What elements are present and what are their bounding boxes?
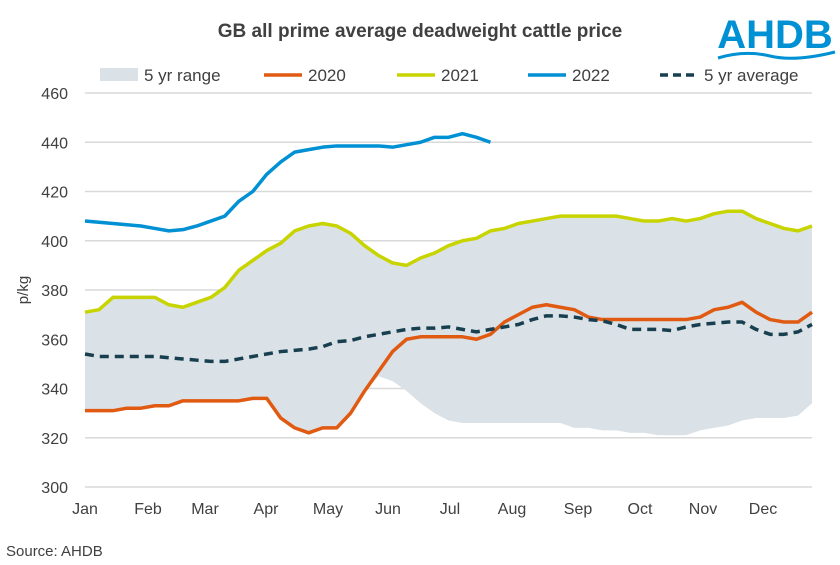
- y-tick-label: 380: [41, 283, 68, 300]
- x-tick-label: Mar: [191, 501, 219, 518]
- logo-wave-icon: [717, 50, 836, 60]
- legend-label: 5 yr average: [704, 66, 799, 85]
- ahdb-logo: AHDB: [717, 13, 836, 60]
- x-tick-label: Jul: [440, 501, 460, 518]
- legend-label: 5 yr range: [144, 66, 221, 85]
- x-tick-label: Feb: [134, 501, 162, 518]
- legend: 5 yr range 2020 2021 2022 5 yr average: [100, 66, 799, 85]
- x-tick-label: Jan: [72, 501, 98, 518]
- y-tick-label: 320: [41, 431, 68, 448]
- x-tick-label: Apr: [254, 501, 280, 518]
- x-tick-label: Oct: [628, 501, 653, 518]
- x-tick-label: Nov: [689, 501, 717, 518]
- legend-label: 2022: [572, 66, 610, 85]
- logo-text: AHDB: [717, 13, 833, 57]
- series-line-2021: [84, 209, 813, 314]
- x-tick-label: Aug: [498, 501, 526, 518]
- y-tick-label: 460: [41, 86, 68, 103]
- legend-label: 2021: [441, 66, 479, 85]
- series-lines: [84, 131, 814, 435]
- x-tick-label: Sep: [564, 501, 593, 518]
- x-tick-label: Jun: [375, 501, 401, 518]
- y-axis-label: p/kg: [15, 276, 32, 304]
- y-tick-label: 300: [41, 480, 68, 497]
- y-tick-label: 360: [41, 332, 68, 349]
- y-tick-label: 440: [41, 135, 68, 152]
- legend-item: 2020: [264, 66, 346, 85]
- range-area: [85, 211, 812, 436]
- legend-item: 2022: [528, 66, 610, 85]
- x-tick-label: Dec: [749, 501, 777, 518]
- x-tick-label: May: [313, 501, 343, 518]
- range-band: [85, 211, 812, 436]
- source-note: Source: AHDB: [6, 543, 103, 560]
- series-line-2022: [84, 131, 492, 233]
- legend-label: 2020: [308, 66, 346, 85]
- legend-item: 5 yr average: [660, 66, 799, 85]
- legend-swatch: [100, 68, 138, 81]
- legend-item: 5 yr range: [100, 66, 221, 85]
- y-axis: 300 320 340 360 380 400 420 440 460: [41, 86, 68, 497]
- series-line-5-yr-average: [84, 314, 813, 364]
- series-line-2020: [85, 300, 814, 435]
- y-tick-label: 340: [41, 382, 68, 399]
- y-tick-label: 400: [41, 234, 68, 251]
- chart-title: GB all prime average deadweight cattle p…: [218, 21, 622, 42]
- x-axis: Jan Feb Mar Apr May Jun Jul Aug Sep Oct Nov Dec: [72, 501, 777, 518]
- y-tick-label: 420: [41, 185, 68, 202]
- legend-item: 2021: [397, 66, 479, 85]
